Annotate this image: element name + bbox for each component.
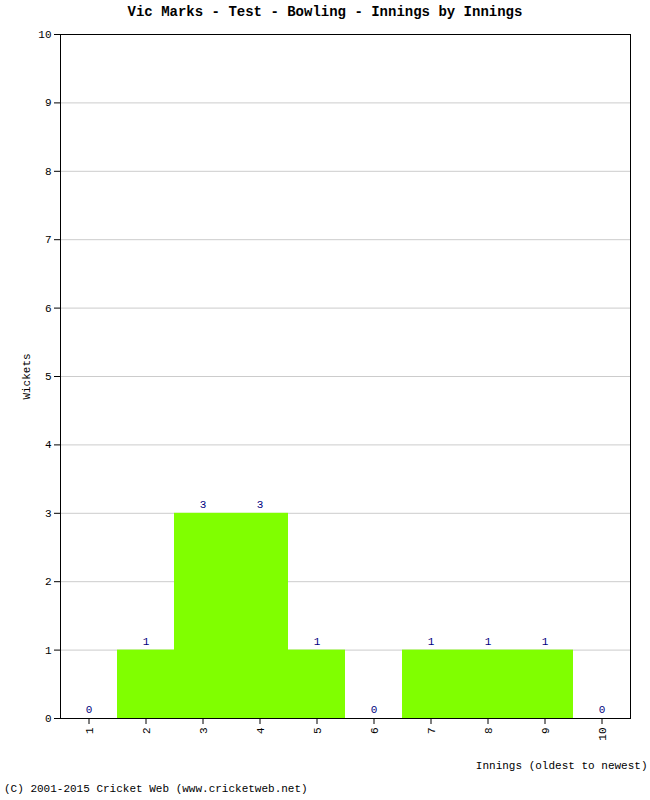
svg-text:2: 2 xyxy=(45,576,52,588)
svg-text:8: 8 xyxy=(45,166,52,178)
svg-text:0: 0 xyxy=(45,713,52,725)
svg-text:5: 5 xyxy=(45,371,52,383)
html-text:(C) 2001-2015 Cricket Web (www: (C) 2001-2015 Cricket Web (www.cricketwe… xyxy=(4,783,308,795)
svg-text:3: 3 xyxy=(257,499,264,511)
svg-text:6: 6 xyxy=(45,303,52,315)
svg-text:0: 0 xyxy=(371,704,378,716)
svg-text:4: 4 xyxy=(255,727,267,734)
svg-text:9: 9 xyxy=(540,728,552,735)
svg-text:10: 10 xyxy=(38,29,51,41)
svg-text:0: 0 xyxy=(599,704,606,716)
svg-text:1: 1 xyxy=(428,636,435,648)
svg-text:4: 4 xyxy=(45,439,52,451)
svg-text:1: 1 xyxy=(314,636,321,648)
html-text:Vic Marks - Test - Bowling - I: Vic Marks - Test - Bowling - Innings by … xyxy=(127,4,523,20)
svg-text:1: 1 xyxy=(542,636,549,648)
svg-text:3: 3 xyxy=(45,508,52,520)
svg-text:7: 7 xyxy=(426,728,438,735)
svg-text:10: 10 xyxy=(597,728,609,741)
svg-text:5: 5 xyxy=(312,728,324,735)
svg-text:3: 3 xyxy=(198,728,210,735)
svg-text:6: 6 xyxy=(369,728,381,735)
svg-text:2: 2 xyxy=(141,728,153,735)
svg-text:9: 9 xyxy=(45,97,52,109)
svg-text:Innings (oldest to newest): Innings (oldest to newest) xyxy=(476,760,648,772)
svg-text:3: 3 xyxy=(200,499,207,511)
svg-text:1: 1 xyxy=(45,645,52,657)
svg-text:1: 1 xyxy=(485,636,492,648)
svg-text:7: 7 xyxy=(45,234,52,246)
svg-text:1: 1 xyxy=(84,727,96,734)
svg-text:0: 0 xyxy=(86,704,93,716)
svg-text:1: 1 xyxy=(143,636,150,648)
svg-text:Wickets: Wickets xyxy=(21,353,33,399)
svg-text:8: 8 xyxy=(483,728,495,735)
